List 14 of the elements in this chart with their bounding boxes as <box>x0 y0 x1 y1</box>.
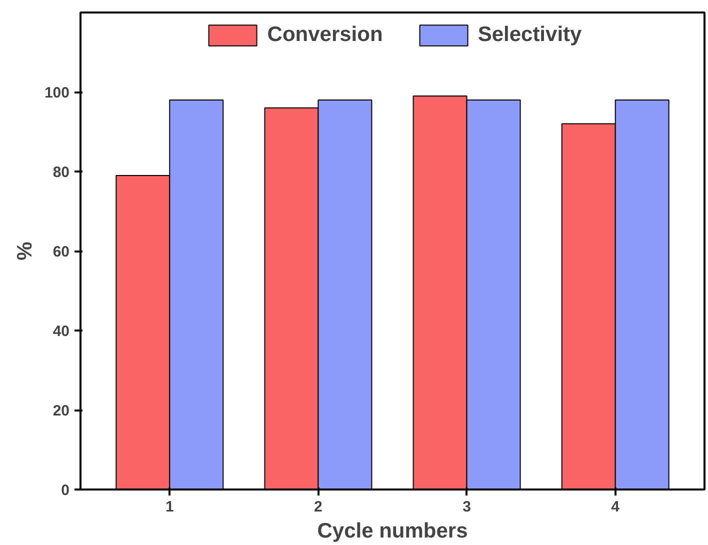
x-tick-label: 3 <box>462 498 471 516</box>
x-tick-label: 1 <box>165 498 174 516</box>
legend-label: Conversion <box>267 23 383 47</box>
y-tick-label: 60 <box>52 244 70 260</box>
y-axis-title: % <box>13 241 36 260</box>
x-tick-label: 4 <box>611 498 620 516</box>
x-tick-label: 2 <box>314 498 322 516</box>
y-tick-label: 80 <box>52 164 70 181</box>
y-tick-label: 100 <box>44 84 70 102</box>
x-axis-title: Cycle numbers <box>317 520 468 542</box>
y-tick-label: 40 <box>52 323 70 340</box>
y-tick-label: 20 <box>52 402 70 420</box>
legend-label: Selectivity <box>478 23 582 47</box>
y-tick-label: 0 <box>61 482 70 499</box>
